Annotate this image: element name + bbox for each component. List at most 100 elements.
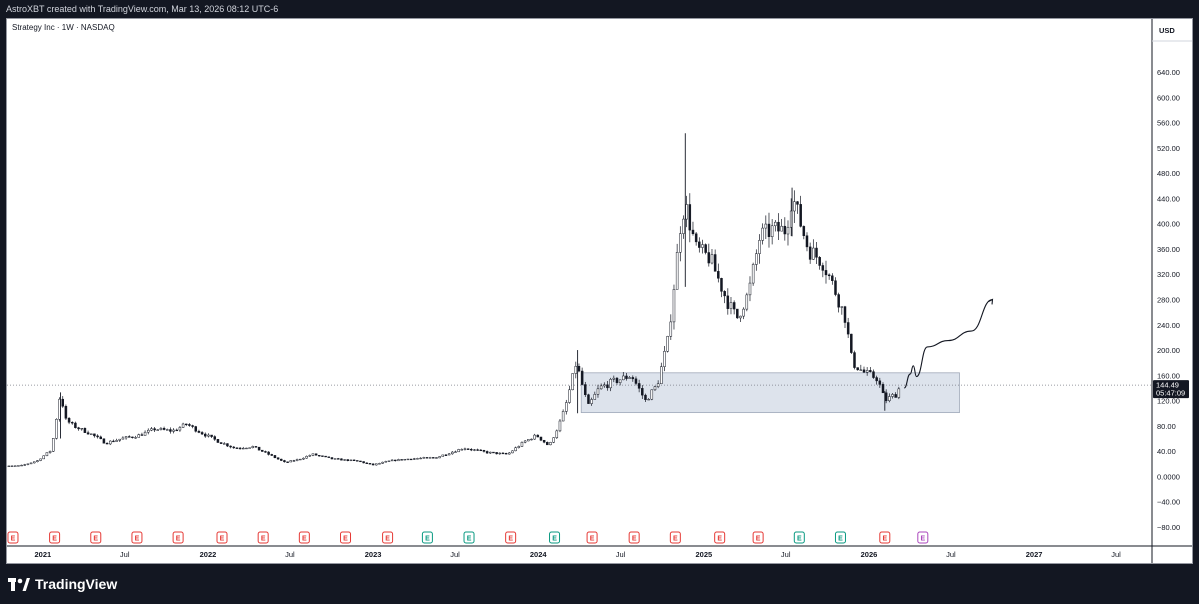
tradingview-brand[interactable]: TradingView (8, 576, 117, 592)
candle-body (599, 385, 603, 390)
price-tick-label: −40.00 (1157, 498, 1180, 507)
earnings-marker[interactable]: E (834, 531, 846, 544)
candle-body (815, 247, 818, 258)
candle-body (561, 411, 565, 422)
earnings-marker[interactable]: E (586, 531, 598, 544)
earnings-marker-box (49, 531, 61, 544)
candle-body (444, 454, 448, 456)
candle-body (571, 373, 574, 391)
candle-body (517, 446, 521, 448)
earnings-marker[interactable]: E (793, 531, 805, 544)
candle-body (26, 463, 30, 465)
earnings-marker-letter: E (343, 536, 348, 543)
earnings-marker[interactable]: E (172, 531, 184, 544)
earnings-marker-letter: E (508, 536, 513, 543)
candle-body (793, 201, 796, 212)
candle-body (536, 434, 540, 438)
earnings-marker[interactable]: E (216, 531, 228, 544)
candle-body (637, 383, 641, 389)
candle-body (669, 321, 673, 337)
candle-body (881, 384, 885, 394)
candle-body (29, 462, 33, 465)
price-tick-label: 80.00 (1157, 422, 1176, 431)
candles-group (7, 133, 901, 467)
price-tick-label: 360.00 (1157, 245, 1180, 254)
earnings-marker[interactable]: E (917, 531, 929, 544)
candle-body (48, 451, 52, 453)
candle-body (675, 252, 679, 290)
candle-body (729, 302, 733, 309)
candle-body (257, 446, 261, 451)
candle-body (169, 429, 172, 432)
candle-body (267, 451, 270, 455)
candle-body (850, 333, 853, 353)
candle-body (311, 453, 315, 456)
candle-body (511, 450, 514, 454)
candle-body (732, 302, 736, 310)
candle-body (799, 204, 802, 227)
candle-body (289, 460, 293, 463)
chart-frame[interactable]: USD 640.00 600.00 560.00 520.00 480.00 440.00 4… (6, 18, 1193, 564)
candle-body (875, 377, 878, 382)
candle-body (580, 370, 584, 385)
candle-body (115, 440, 118, 442)
candle-body (128, 436, 131, 438)
earnings-marker[interactable]: E (49, 531, 61, 544)
earnings-marker[interactable]: E (505, 531, 517, 544)
candle-body (185, 423, 188, 426)
earnings-marker[interactable]: E (340, 531, 352, 544)
candle-body (375, 463, 378, 466)
candle-body (219, 442, 223, 444)
candle-body (261, 449, 264, 452)
candle-body (86, 432, 90, 435)
time-tick-label: 2027 (1026, 550, 1043, 559)
earnings-marker[interactable]: E (628, 531, 640, 544)
candle-body (745, 294, 749, 310)
support-zone-rectangle (580, 372, 960, 414)
time-tick-label: Jul (450, 550, 460, 559)
time-tick-label: 2024 (530, 550, 548, 559)
chart-canvas[interactable]: USD 640.00 600.00 560.00 520.00 480.00 440.00 4… (7, 19, 1192, 563)
price-tick-label: 320.00 (1157, 270, 1180, 279)
candle-body (463, 448, 467, 450)
candle-body (330, 457, 334, 460)
candle-body (299, 458, 302, 461)
earnings-marker[interactable]: E (131, 531, 143, 544)
candle-body (242, 447, 245, 450)
candle-body (308, 455, 312, 457)
candle-body (438, 456, 441, 459)
earnings-marker[interactable]: E (669, 531, 681, 544)
candle-body (93, 433, 96, 437)
candle-body (226, 443, 229, 447)
candle-body (273, 455, 277, 459)
earnings-marker[interactable]: E (714, 531, 726, 544)
time-tick-label: Jul (616, 550, 626, 559)
earnings-marker[interactable]: E (382, 531, 394, 544)
candle-body (631, 377, 635, 380)
brand-name: TradingView (35, 576, 118, 592)
earnings-marker[interactable]: E (879, 531, 891, 544)
candle-body (45, 452, 49, 457)
earnings-marker[interactable]: E (463, 531, 475, 544)
earnings-marker[interactable]: E (752, 531, 764, 544)
earnings-marker-box (463, 531, 475, 544)
earnings-marker[interactable]: E (421, 531, 433, 544)
earnings-marker[interactable]: E (90, 531, 102, 544)
candle-body (504, 452, 508, 455)
earnings-marker[interactable]: E (549, 531, 561, 544)
earnings-marker[interactable]: E (7, 531, 19, 544)
candle-body (672, 289, 676, 323)
earnings-marker-box (793, 531, 805, 544)
candle-body (653, 386, 657, 391)
earnings-marker[interactable]: E (298, 531, 310, 544)
earnings-marker[interactable]: E (257, 531, 269, 544)
symbol-label: Strategy Inc · 1W · NASDAQ (12, 23, 115, 32)
earnings-marker-box (340, 531, 352, 544)
earnings-marker-box (505, 531, 517, 544)
candle-body (327, 456, 331, 458)
candle-body (254, 446, 258, 448)
candle-body (549, 442, 552, 446)
candle-body (77, 427, 80, 430)
candle-body (223, 443, 226, 445)
candle-body (264, 451, 267, 453)
